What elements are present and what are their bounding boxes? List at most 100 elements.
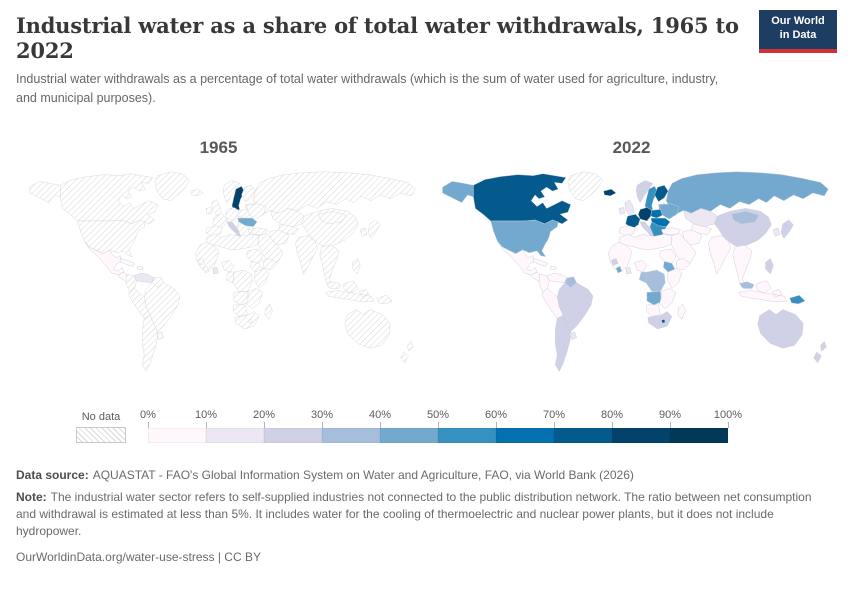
country-iceland[interactable] xyxy=(603,188,617,196)
country-philippines[interactable] xyxy=(765,257,774,274)
country-poland[interactable] xyxy=(650,208,663,218)
country-chile-argentina[interactable] xyxy=(555,314,571,372)
country-russia[interactable] xyxy=(665,171,829,214)
country-zambia-zimbabwe-mozambique[interactable] xyxy=(246,287,264,309)
country-congo-gabon[interactable] xyxy=(225,271,235,283)
country-greenland[interactable] xyxy=(567,171,603,201)
country-sudan[interactable] xyxy=(659,248,677,264)
country-chile-argentina[interactable] xyxy=(142,314,158,372)
country-mongolia[interactable] xyxy=(731,210,760,224)
country-ethiopia-horn[interactable] xyxy=(675,257,691,270)
country-finland[interactable] xyxy=(654,184,669,202)
legend-bin-20-30[interactable] xyxy=(264,428,322,444)
country-canada[interactable] xyxy=(60,172,158,224)
country-korea[interactable] xyxy=(360,226,368,237)
country-greenland[interactable] xyxy=(154,171,190,201)
country-se-asia[interactable] xyxy=(319,244,340,288)
country-new-zealand[interactable] xyxy=(400,340,414,363)
country-indonesia[interactable] xyxy=(325,280,374,302)
country-uzbek-turkmen[interactable] xyxy=(691,223,712,235)
country-liberia[interactable] xyxy=(615,265,623,273)
country-new-zealand[interactable] xyxy=(813,340,827,363)
legend-bin-50-60[interactable] xyxy=(438,428,496,444)
country-ghana[interactable] xyxy=(625,266,632,274)
legend-bin-10-20[interactable] xyxy=(206,428,264,444)
country-mexico[interactable] xyxy=(497,240,538,275)
country-mongolia[interactable] xyxy=(318,210,347,224)
owid-logo[interactable]: Our World in Data xyxy=(759,10,837,53)
country-nigeria[interactable] xyxy=(221,259,235,272)
country-india[interactable] xyxy=(708,234,732,274)
legend-bin-30-40[interactable] xyxy=(322,428,380,444)
country-venezuela[interactable] xyxy=(133,272,155,283)
country-sweden[interactable] xyxy=(644,185,658,212)
country-japan[interactable] xyxy=(780,219,794,239)
country-nigeria[interactable] xyxy=(634,259,648,272)
country-drc[interactable] xyxy=(232,269,253,292)
country-malaysia[interactable] xyxy=(326,280,342,289)
country-germany[interactable] xyxy=(638,206,652,221)
country-spain-portugal[interactable] xyxy=(618,225,636,237)
country-south-africa[interactable] xyxy=(647,310,673,329)
country-caribbean[interactable] xyxy=(532,257,557,270)
country-poland[interactable] xyxy=(237,208,250,218)
country-norway[interactable] xyxy=(223,179,240,203)
country-venezuela[interactable] xyxy=(546,272,568,283)
country-sweden[interactable] xyxy=(231,185,245,212)
country-japan[interactable] xyxy=(367,219,381,239)
legend-bin-80-90[interactable] xyxy=(612,428,670,444)
country-congo-gabon[interactable] xyxy=(638,271,648,283)
country-png[interactable] xyxy=(376,294,393,304)
country-australia[interactable] xyxy=(757,308,804,348)
country-norway[interactable] xyxy=(636,179,653,203)
country-madagascar[interactable] xyxy=(264,303,273,320)
country-middle-east[interactable] xyxy=(670,232,697,266)
legend-no-data-swatch[interactable] xyxy=(76,427,126,444)
country-philippines[interactable] xyxy=(352,257,361,274)
country-russia[interactable] xyxy=(252,171,416,214)
country-germany[interactable] xyxy=(225,206,239,221)
country-uk-ireland[interactable] xyxy=(618,199,635,215)
country-guinea[interactable] xyxy=(611,257,619,266)
country-canada[interactable] xyxy=(473,172,571,224)
country-spain-portugal[interactable] xyxy=(205,225,223,237)
country-france[interactable] xyxy=(625,213,641,229)
country-lesotho[interactable] xyxy=(661,318,666,323)
country-indonesia[interactable] xyxy=(738,280,787,302)
country-east-africa[interactable] xyxy=(253,267,269,289)
country-uruguay[interactable] xyxy=(569,331,577,340)
country-png[interactable] xyxy=(789,294,806,304)
country-ghana[interactable] xyxy=(212,266,219,274)
country-alaska[interactable] xyxy=(29,180,61,203)
country-namibia-botswana[interactable] xyxy=(232,304,248,317)
country-se-asia[interactable] xyxy=(732,244,753,288)
country-finland[interactable] xyxy=(241,184,256,202)
country-zambia-zimbabwe-mozambique[interactable] xyxy=(659,287,677,309)
legend-bin-0-10[interactable] xyxy=(148,428,206,444)
country-madagascar[interactable] xyxy=(677,303,686,320)
country-iceland[interactable] xyxy=(190,188,204,196)
country-south-africa[interactable] xyxy=(234,310,260,329)
country-uzbek-turkmen[interactable] xyxy=(278,223,299,235)
country-angola[interactable] xyxy=(233,290,249,305)
legend-bin-70-80[interactable] xyxy=(554,428,612,444)
country-liberia[interactable] xyxy=(202,265,210,273)
country-ethiopia-horn[interactable] xyxy=(262,257,278,270)
country-middle-east[interactable] xyxy=(257,232,284,266)
country-east-africa[interactable] xyxy=(666,267,682,289)
country-uk-ireland[interactable] xyxy=(205,199,222,215)
country-namibia-botswana[interactable] xyxy=(645,304,661,317)
country-usa[interactable] xyxy=(77,219,146,257)
country-sudan[interactable] xyxy=(246,248,264,264)
country-guinea[interactable] xyxy=(198,257,206,266)
country-ukraine-belarus[interactable] xyxy=(659,202,679,219)
country-lesotho[interactable] xyxy=(248,318,253,323)
country-france[interactable] xyxy=(212,213,228,229)
country-alaska[interactable] xyxy=(442,180,474,203)
country-korea[interactable] xyxy=(773,226,781,237)
country-north-africa[interactable] xyxy=(205,233,260,250)
country-mexico[interactable] xyxy=(84,240,125,275)
country-uruguay[interactable] xyxy=(156,331,164,340)
country-caribbean[interactable] xyxy=(119,257,144,270)
country-north-africa[interactable] xyxy=(618,233,673,250)
